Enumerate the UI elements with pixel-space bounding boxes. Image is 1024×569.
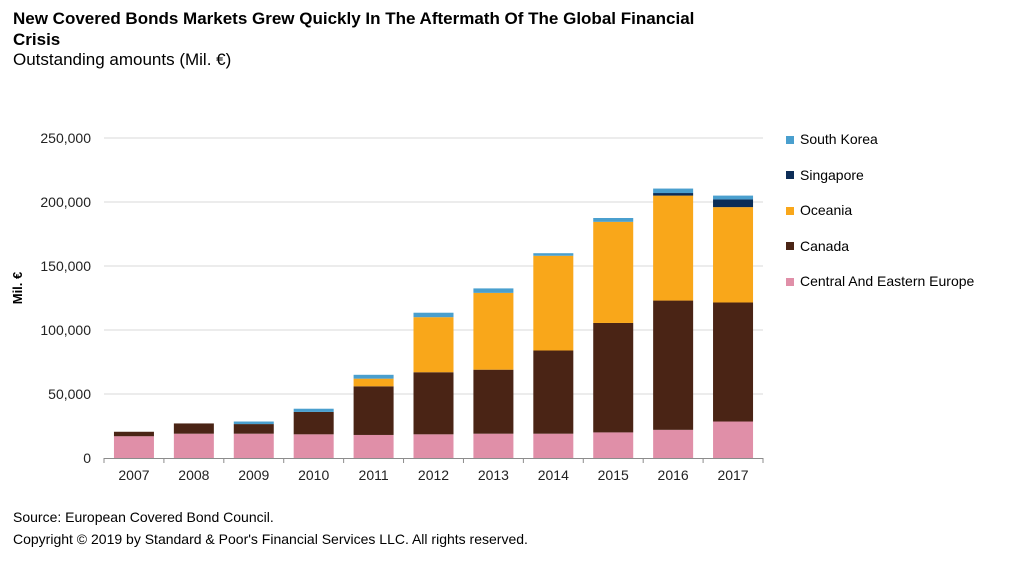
bar-south-korea-2016 (653, 188, 694, 194)
bar-central-and-eastern-europe-2010 (293, 434, 334, 458)
legend-label-oceania: Oceania (800, 202, 853, 218)
bar-singapore-2016 (653, 193, 694, 196)
bar-canada-2008 (173, 423, 214, 434)
bar-canada-2007 (113, 431, 154, 437)
bar-central-and-eastern-europe-2011 (353, 434, 394, 458)
legend-item-south-korea: South Korea (786, 131, 974, 148)
bar-oceania-2016 (653, 195, 694, 301)
chart-legend: South Korea Singapore Oceania Canada Cen… (786, 131, 974, 309)
bar-canada-2009 (233, 424, 274, 434)
bar-central-and-eastern-europe-2015 (593, 432, 634, 458)
legend-swatch-central-eastern-europe (786, 277, 794, 286)
legend-label-central-eastern-europe: Central And Eastern Europe (800, 273, 975, 289)
bar-oceania-2011 (353, 378, 394, 387)
bar-oceania-2012 (413, 317, 454, 373)
bar-south-korea-2012 (413, 312, 454, 318)
y-tick-label-250000: 250,000 (40, 130, 91, 146)
bar-central-and-eastern-europe-2012 (413, 434, 454, 458)
bar-south-korea-2013 (473, 288, 514, 293)
bar-canada-2015 (593, 322, 634, 433)
bar-south-korea-2017 (713, 195, 754, 200)
x-tick-label-2011: 2011 (359, 467, 389, 483)
bar-canada-2017 (713, 302, 754, 422)
bar-central-and-eastern-europe-2014 (533, 433, 574, 458)
x-tick-label-2014: 2014 (538, 467, 569, 483)
x-tick-label-2007: 2007 (118, 467, 149, 483)
bar-south-korea-2009 (233, 421, 274, 425)
bar-canada-2013 (473, 369, 514, 434)
bar-oceania-2017 (713, 207, 754, 303)
legend-swatch-canada (786, 242, 794, 250)
source-note: Source: European Covered Bond Council. (13, 509, 274, 525)
x-tick-label-2015: 2015 (598, 467, 629, 483)
bar-south-korea-2011 (353, 374, 394, 379)
chart-subtitle: Outstanding amounts (Mil. €) (13, 50, 232, 69)
chart-title: New Covered Bonds Markets Grew Quickly I… (13, 9, 695, 49)
bar-central-and-eastern-europe-2007 (113, 436, 154, 458)
y-tick-label-50000: 50,000 (48, 386, 91, 402)
legend-label-singapore: Singapore (800, 166, 864, 183)
y-tick-label-100000: 100,000 (40, 322, 91, 338)
bar-canada-2016 (653, 300, 694, 430)
bar-oceania-2013 (473, 292, 514, 370)
legend-item-canada: Canada (786, 238, 974, 255)
x-tick-label-2010: 2010 (298, 467, 329, 483)
legend-item-singapore: Singapore (786, 167, 974, 184)
bar-south-korea-2010 (293, 408, 334, 412)
bar-oceania-2015 (593, 221, 634, 323)
y-axis-label: Mil. € (10, 272, 25, 305)
x-tick-label-2017: 2017 (717, 467, 748, 483)
bar-canada-2014 (533, 350, 574, 434)
bar-canada-2011 (353, 386, 394, 435)
bar-singapore-2017 (713, 199, 754, 208)
bar-south-korea-2014 (533, 253, 574, 256)
y-tick-label-200000: 200,000 (40, 194, 91, 210)
legend-swatch-south-korea (786, 135, 794, 144)
bar-central-and-eastern-europe-2017 (713, 421, 754, 458)
legend-label-canada: Canada (800, 237, 850, 254)
x-tick-label-2013: 2013 (478, 467, 509, 483)
x-tick-label-2012: 2012 (418, 467, 449, 483)
bar-canada-2010 (293, 411, 334, 435)
bar-south-korea-2015 (593, 218, 634, 222)
x-tick-label-2008: 2008 (178, 467, 209, 483)
bar-central-and-eastern-europe-2009 (233, 433, 274, 458)
x-tick-label-2009: 2009 (238, 467, 269, 483)
x-tick-label-2016: 2016 (658, 467, 689, 483)
legend-swatch-oceania (786, 206, 794, 215)
y-tick-label-0: 0 (83, 450, 91, 466)
bar-central-and-eastern-europe-2013 (473, 433, 514, 458)
copyright-note: Copyright © 2019 by Standard & Poor's Fi… (13, 531, 528, 547)
bar-central-and-eastern-europe-2016 (653, 429, 694, 458)
y-tick-label-150000: 150,000 (40, 258, 91, 274)
legend-swatch-singapore (786, 171, 794, 179)
legend-item-central-eastern-europe: Central And Eastern Europe (786, 273, 974, 290)
bar-oceania-2014 (533, 255, 574, 351)
legend-label-south-korea: South Korea (800, 131, 878, 147)
bar-canada-2012 (413, 372, 454, 435)
legend-item-oceania: Oceania (786, 202, 974, 219)
bar-central-and-eastern-europe-2008 (173, 433, 214, 458)
